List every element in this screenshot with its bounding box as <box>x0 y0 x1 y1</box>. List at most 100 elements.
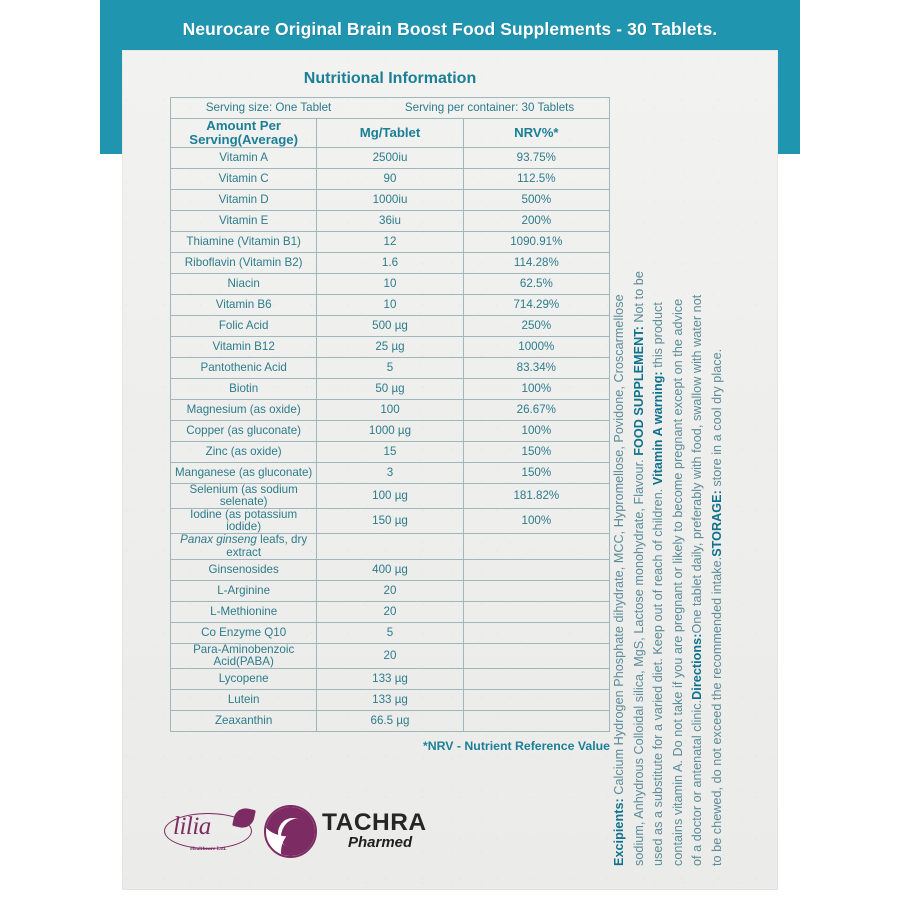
side-text-emphasis: FOOD SUPPLEMENT: <box>631 326 646 456</box>
row-nutrient-name: Biotin <box>169 377 318 400</box>
row-nutrient-name: Niacin <box>169 272 318 295</box>
row-nrv-percent: 200% <box>462 209 611 232</box>
side-text-line: sodium, Anhydrous Colloidal silica, MgS,… <box>632 271 646 866</box>
row-amount-per-tablet: 20 <box>316 600 464 623</box>
row-nutrient-name: Zeaxanthin <box>169 710 318 733</box>
side-text-line: to be chewed, do not exceed the recommen… <box>710 349 724 866</box>
row-amount-per-tablet: 20 <box>316 642 464 670</box>
side-text-emphasis: Excipients: <box>612 798 626 866</box>
row-amount-per-tablet: 25 µg <box>316 335 464 358</box>
row-nrv-percent <box>462 710 611 733</box>
table-row: Co Enzyme Q10 5 <box>169 621 611 644</box>
banner-band <box>100 0 800 58</box>
banner-tab-left <box>100 58 122 154</box>
row-nrv-percent: 181.82% <box>462 482 611 510</box>
side-text-segment: One tablet daily, preferably with food, … <box>690 294 705 634</box>
table-row: Selenium (as sodium selenate) 100 µg 181.8… <box>169 482 611 510</box>
row-nutrient-name: Thiamine (Vitamin B1) <box>169 230 318 253</box>
table-row: Vitamin B12 25 µg 1000% <box>169 335 611 358</box>
row-nrv-percent <box>462 621 611 644</box>
row-nrv-percent <box>462 533 611 560</box>
table-row: Magnesium (as oxide) 100 26.67% <box>169 398 611 421</box>
row-amount-per-tablet: 3 <box>316 461 464 484</box>
side-text-line: contains vitamin A. Do not take if you a… <box>671 299 685 866</box>
column-header-amount: Mg/Tablet <box>316 118 464 148</box>
row-nrv-percent: 26.67% <box>462 398 611 421</box>
label-paper: Nutritional Information Serving size: On… <box>122 50 778 890</box>
row-nrv-percent <box>462 642 611 670</box>
side-text-line: Excipients: Calcium Hydrogen Phosphate d… <box>612 294 626 866</box>
logo-row: lilia Healthcare Ltd. TACHRA Pharmed <box>152 795 452 865</box>
row-amount-per-tablet: 500 µg <box>316 314 464 337</box>
row-nutrient-name: Zinc (as oxide) <box>169 440 318 463</box>
table-row: L-Methionine 20 <box>169 600 611 623</box>
table-row: Panax ginseng leafs, dry extract <box>169 533 611 560</box>
serving-info-cell: Serving size: One Tablet Serving per con… <box>170 97 610 119</box>
table-row: Para-Aminobenzoic Acid(PABA) 20 <box>169 642 611 670</box>
row-amount-per-tablet: 5 <box>316 356 464 379</box>
row-nrv-percent: 250% <box>462 314 611 337</box>
side-text-emphasis: Directions: <box>690 633 705 700</box>
row-amount-per-tablet: 10 <box>316 293 464 316</box>
table-row: Niacin 10 62.5% <box>169 272 611 295</box>
row-amount-per-tablet <box>316 533 464 560</box>
product-title: Neurocare Original Brain Boost Food Supp… <box>182 18 718 39</box>
side-text-segment: contains vitamin A. Do not take if you a… <box>670 298 685 866</box>
tachra-mark-icon <box>264 805 317 858</box>
side-text-line: of a doctor or antenatal clinic.Directio… <box>690 295 704 866</box>
row-amount-per-tablet: 20 <box>316 579 464 602</box>
table-row: Folic Acid 500 µg 250% <box>169 314 611 337</box>
row-amount-per-tablet: 100 <box>316 398 464 421</box>
nutrition-table: Serving size: One Tablet Serving per con… <box>169 97 611 733</box>
side-text-segment: store in a cool dry place. <box>710 348 724 491</box>
table-row: Pantothenic Acid 5 83.34% <box>169 356 611 379</box>
side-text-segment: Not to be <box>631 271 646 327</box>
row-nutrient-name: Pantothenic Acid <box>169 356 318 379</box>
row-amount-per-tablet: 50 µg <box>316 377 464 400</box>
row-nrv-percent: 100% <box>462 419 611 442</box>
lilia-logo: lilia Healthcare Ltd. <box>164 806 256 853</box>
row-nutrient-name: Selenium (as sodium selenate) <box>169 482 318 510</box>
tachra-logo: TACHRA Pharmed <box>264 801 444 859</box>
row-nutrient-name: Ginsenosides <box>169 558 318 581</box>
row-nutrient-name: Manganese (as gluconate) <box>169 461 318 484</box>
lilia-logo-text: lilia <box>173 813 211 840</box>
row-nrv-percent: 1090.91% <box>462 230 611 253</box>
row-nutrient-name: Vitamin B6 <box>169 293 318 316</box>
lilia-leaf-icon <box>232 806 256 830</box>
row-amount-per-tablet: 36iu <box>316 209 464 232</box>
row-amount-per-tablet: 2500iu <box>316 146 464 169</box>
row-nrv-percent: 100% <box>462 377 611 400</box>
table-row: Ginsenosides 400 µg <box>169 558 611 581</box>
column-header-nrv: NRV%* <box>462 118 611 148</box>
nutrition-heading: Nutritional Information <box>303 70 477 87</box>
row-amount-per-tablet: 1000iu <box>316 188 464 211</box>
row-amount-per-tablet: 133 µg <box>316 689 464 712</box>
table-row: Biotin 50 µg 100% <box>169 377 611 400</box>
row-nrv-percent: 62.5% <box>462 272 611 295</box>
side-text-emphasis: Vitamin A warning: <box>651 371 666 486</box>
side-info-text: Excipients: Calcium Hydrogen Phosphate d… <box>612 56 772 866</box>
row-nrv-percent <box>462 579 611 602</box>
side-text-segment: this product <box>651 302 666 372</box>
table-header-row: Amount Per Serving(Average) Mg/Tablet NR… <box>169 118 611 148</box>
side-text-segment: to be chewed, do not exceed the recommen… <box>710 556 724 866</box>
row-nrv-percent: 100% <box>462 508 611 535</box>
row-nutrient-name: Co Enzyme Q10 <box>169 621 318 644</box>
table-row: Thiamine (Vitamin B1) 12 1090.91% <box>169 230 611 253</box>
row-nrv-percent <box>462 668 611 691</box>
row-amount-per-tablet: 12 <box>316 230 464 253</box>
nrv-footnote: *NRV - Nutrient Reference Value <box>422 739 610 754</box>
row-amount-per-tablet: 1000 µg <box>316 419 464 442</box>
serving-row: Serving size: One Tablet Serving per con… <box>170 97 610 119</box>
row-amount-per-tablet: 400 µg <box>316 558 464 581</box>
row-amount-per-tablet: 10 <box>316 272 464 295</box>
row-nutrient-name: Vitamin C <box>169 167 318 190</box>
row-amount-per-tablet: 133 µg <box>316 668 464 691</box>
row-nutrient-name: L-Arginine <box>169 579 318 602</box>
row-amount-per-tablet: 1.6 <box>316 251 464 274</box>
tachra-logo-subtitle: Pharmed <box>348 834 413 851</box>
row-nutrient-name: Vitamin A <box>169 146 318 169</box>
table-row: Vitamin C 90 112.5% <box>169 167 611 190</box>
